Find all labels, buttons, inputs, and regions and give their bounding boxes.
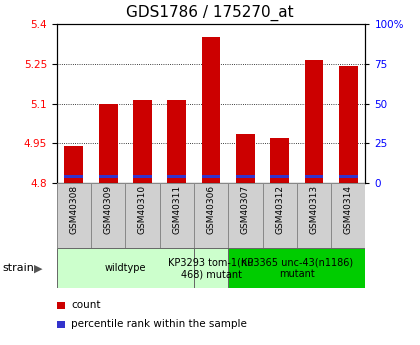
Bar [194,248,228,288]
Bar [270,175,289,178]
Bar [91,183,125,248]
Bar [202,175,220,178]
Bar [99,175,118,178]
Text: strain: strain [2,263,34,273]
Text: GSM40310: GSM40310 [138,185,147,234]
Text: KP3293 tom-1(nu
468) mutant: KP3293 tom-1(nu 468) mutant [168,257,254,279]
Text: GSM40306: GSM40306 [207,185,215,234]
Text: KP3365 unc-43(n1186)
mutant: KP3365 unc-43(n1186) mutant [241,257,353,279]
Text: GDS1786 / 175270_at: GDS1786 / 175270_at [126,5,294,21]
Bar [339,67,358,183]
Text: GSM40309: GSM40309 [104,185,113,234]
Bar [125,183,160,248]
Text: GSM40308: GSM40308 [69,185,79,234]
Bar [64,146,83,183]
Bar [297,183,331,248]
Bar [331,183,365,248]
Bar [270,138,289,183]
Bar [133,100,152,183]
Text: wildtype: wildtype [105,263,146,273]
Text: GSM40313: GSM40313 [310,185,318,234]
Bar [262,183,297,248]
Bar [167,100,186,183]
Bar [339,175,358,178]
Bar [304,60,323,183]
Text: ▶: ▶ [34,263,43,273]
Bar [304,175,323,178]
Text: GSM40314: GSM40314 [344,185,353,234]
Bar [202,37,220,183]
Text: percentile rank within the sample: percentile rank within the sample [71,319,247,329]
Bar [194,183,228,248]
Bar [236,134,255,183]
Bar [228,248,365,288]
Bar [57,248,194,288]
Bar [236,175,255,178]
Bar [160,183,194,248]
Bar [64,175,83,178]
Bar [228,183,262,248]
Text: GSM40312: GSM40312 [275,185,284,234]
Bar [99,104,118,183]
Bar [133,175,152,178]
Text: count: count [71,300,101,310]
Text: GSM40311: GSM40311 [172,185,181,234]
Text: GSM40307: GSM40307 [241,185,250,234]
Bar [57,183,91,248]
Bar [167,175,186,178]
